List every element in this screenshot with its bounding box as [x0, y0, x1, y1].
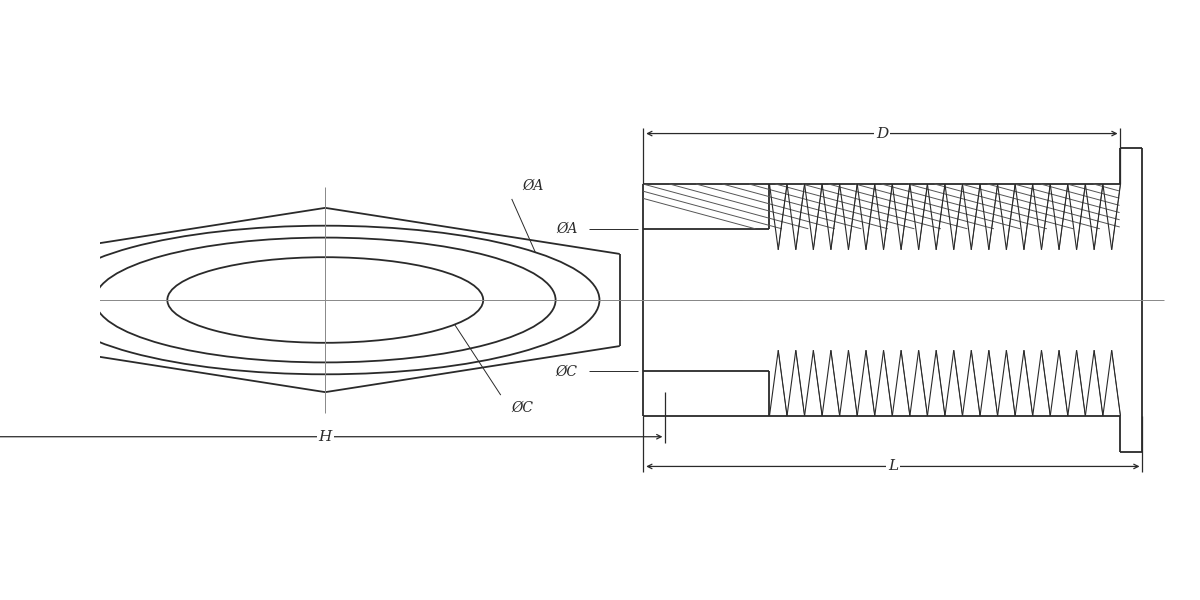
Text: H: H	[319, 430, 332, 444]
Text: L: L	[888, 460, 898, 473]
Text: ØA: ØA	[556, 221, 577, 236]
Text: ØC: ØC	[511, 401, 534, 415]
Text: ØA: ØA	[523, 179, 544, 193]
Text: ØC: ØC	[556, 364, 577, 379]
Text: D: D	[876, 127, 888, 140]
